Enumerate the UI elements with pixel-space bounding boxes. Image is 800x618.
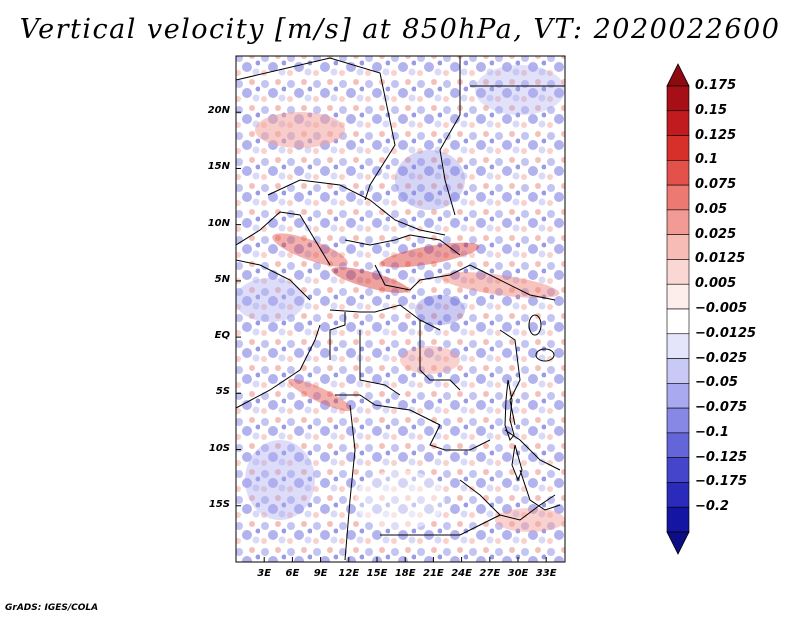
colorbar-segment [666, 283, 690, 310]
colorbar-segment [666, 259, 690, 285]
colorbar-top-arrow [666, 63, 690, 87]
lat-tick-label: 15N [207, 161, 230, 173]
colorbar-segment [666, 457, 690, 483]
colorbar-segment [666, 160, 690, 186]
colorbar-segment [666, 383, 690, 409]
grads-credit: GrADS: IGES/COLA [5, 603, 99, 613]
longitude-axis [263, 557, 547, 562]
colorbar-label: −0.175 [695, 474, 748, 490]
map-frame [235, 55, 566, 563]
colorbar-label: 0.125 [695, 127, 737, 143]
lat-tick-label: 20N [207, 105, 230, 117]
lon-tick-label: 3E [257, 568, 272, 579]
colorbar-segment [666, 135, 690, 161]
lon-tick-label: 9E [313, 568, 328, 579]
colorbar-segment [666, 432, 690, 458]
lon-tick-label: 12E [338, 568, 360, 579]
colorbar-label: 0.175 [695, 78, 737, 93]
map-plot-area [235, 55, 566, 563]
colorbar-segment [666, 234, 690, 260]
colorbar-segment [666, 209, 690, 235]
lat-tick-label: 5N [214, 273, 230, 285]
colorbar-label: −0.075 [695, 400, 748, 416]
lon-tick-label: 33E [535, 568, 557, 579]
colorbar-label: −0.005 [695, 301, 748, 316]
colorbar-label: −0.025 [695, 350, 748, 366]
lon-tick-label: 24E [451, 568, 472, 579]
colorbar-segment [666, 308, 690, 335]
lon-tick-label: 18E [394, 568, 416, 579]
colorbar-label: 0.0125 [695, 251, 746, 267]
colorbar-segment [666, 407, 690, 434]
lakes [504, 314, 555, 482]
lat-tick-label: 10S [208, 442, 230, 454]
colorbar-label: 0.1 [695, 152, 719, 168]
colorbar-label: −0.0125 [695, 325, 757, 341]
colorbar-segment [666, 184, 690, 211]
colorbar-segments [666, 85, 690, 533]
colorbar-segment [666, 482, 690, 508]
colorbar-segment [666, 110, 690, 136]
lon-tick-label: 6E [285, 568, 300, 579]
colorbar-label: 0.15 [695, 102, 728, 118]
lat-tick-label: EQ [214, 330, 230, 342]
lon-tick-label: 27E [479, 568, 501, 579]
colorbar-segment [666, 358, 690, 384]
colorbar-label: 0.025 [695, 226, 737, 242]
colorbar-label: −0.125 [695, 449, 748, 465]
colorbar-label: −0.1 [695, 424, 729, 440]
lat-tick-label: 5S [215, 386, 230, 398]
lon-tick-label: 15E [366, 568, 388, 579]
colorbar-segment [666, 333, 690, 359]
colorbar-segment [666, 506, 690, 533]
colorbar-segment [666, 85, 690, 112]
lat-tick-label: 10N [207, 217, 230, 229]
colorbar-label: 0.005 [695, 276, 737, 292]
colorbar-label: −0.05 [695, 375, 738, 391]
lon-tick-label: 30E [507, 568, 529, 579]
colorbar-bottom-arrow [666, 531, 690, 555]
latitude-axis [236, 111, 241, 507]
lon-tick-label: 21E [423, 568, 444, 579]
colorbar-label: 0.05 [695, 201, 728, 217]
anomaly-bands [236, 65, 565, 532]
colorbar-label: −0.2 [695, 499, 729, 515]
chart-title: Vertical velocity [m/s] at 850hPa, VT: 2… [19, 14, 781, 45]
lat-tick-label: 15S [208, 498, 230, 510]
colorbar [666, 63, 690, 555]
colorbar-label: 0.075 [695, 177, 737, 193]
